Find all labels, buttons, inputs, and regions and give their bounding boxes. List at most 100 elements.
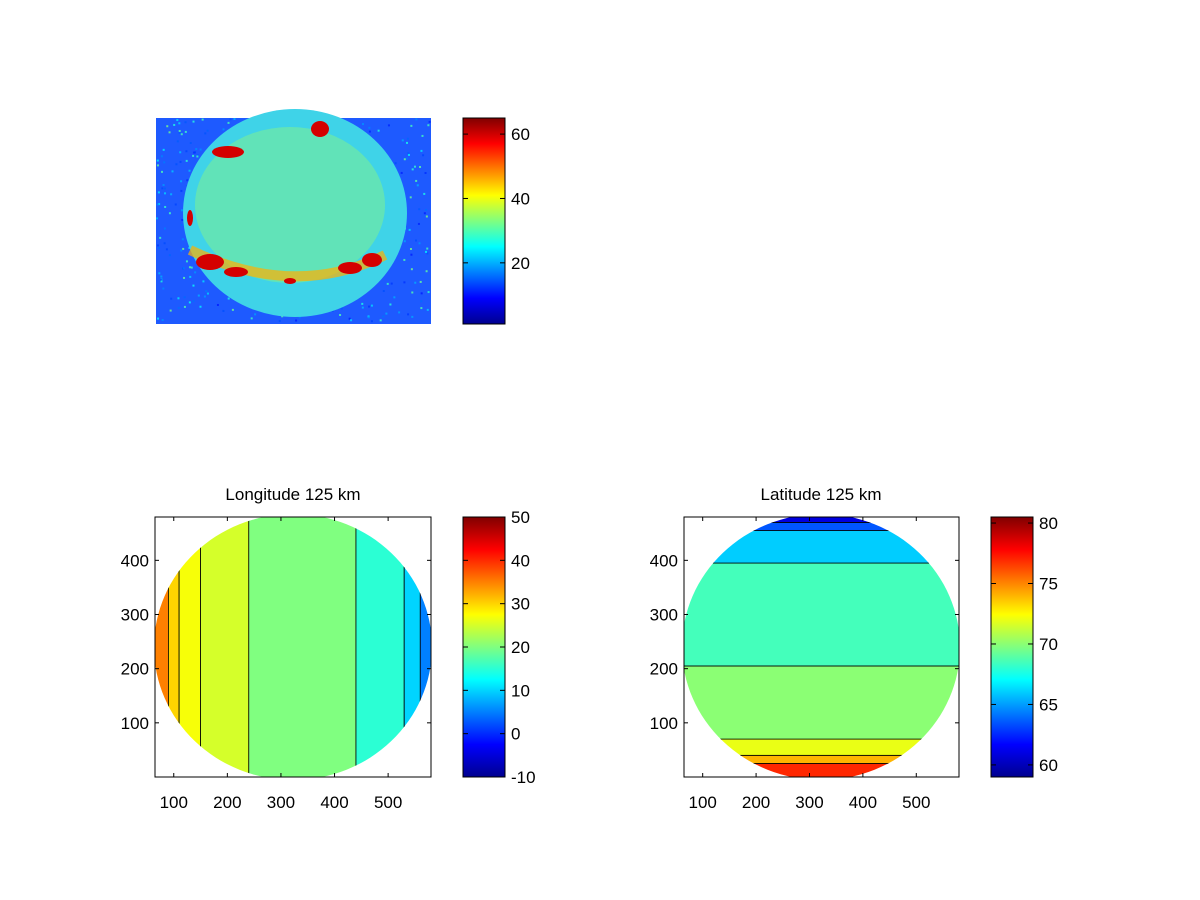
- x-tick-label: 500: [902, 793, 930, 812]
- noise-speck: [190, 266, 193, 269]
- noise-speck: [420, 307, 423, 310]
- noise-speck: [175, 163, 178, 166]
- noise-speck: [180, 224, 183, 227]
- noise-speck: [367, 316, 370, 319]
- noise-speck: [168, 131, 171, 134]
- noise-speck: [180, 209, 183, 212]
- noise-speck: [160, 275, 163, 278]
- noise-speck: [382, 315, 385, 318]
- hot-spot: [212, 146, 244, 158]
- hot-spot: [362, 253, 382, 267]
- colorbar-tick-label: -10: [511, 768, 536, 787]
- noise-speck: [156, 159, 159, 162]
- noise-speck: [160, 280, 163, 283]
- contour-band: [683, 665, 960, 740]
- y-tick-label: 100: [121, 714, 149, 733]
- noise-speck: [163, 161, 166, 164]
- noise-speck: [426, 247, 429, 250]
- contour-band: [683, 562, 960, 667]
- noise-speck: [417, 222, 420, 225]
- y-tick-label: 200: [121, 660, 149, 679]
- noise-speck: [163, 242, 166, 245]
- noise-speck: [156, 217, 159, 220]
- noise-speck: [174, 203, 177, 206]
- noise-speck: [278, 319, 281, 322]
- noise-speck: [192, 284, 195, 287]
- colorbar-tick-label: 20: [511, 638, 530, 657]
- noise-speck: [185, 159, 188, 162]
- colorbar-tick-label: 50: [511, 508, 530, 527]
- noise-speck: [222, 128, 225, 131]
- noise-speck: [410, 124, 413, 127]
- noise-speck: [180, 180, 183, 183]
- noise-speck: [233, 118, 236, 121]
- noise-speck: [405, 141, 408, 144]
- noise-speck: [180, 189, 183, 192]
- longitude-panel: 100 200 300 400 500 100 200 300 400: [121, 516, 432, 812]
- noise-speck: [177, 306, 180, 309]
- noise-speck: [418, 242, 421, 245]
- noise-speck: [189, 275, 192, 278]
- noise-speck: [169, 309, 172, 312]
- noise-speck: [390, 282, 393, 285]
- noise-speck: [407, 152, 410, 155]
- noise-speck: [420, 149, 423, 152]
- hot-spot: [338, 262, 362, 274]
- noise-speck: [157, 244, 160, 247]
- x-tick-label: 500: [374, 793, 402, 812]
- noise-speck: [370, 320, 373, 323]
- noise-speck: [407, 313, 410, 316]
- noise-speck: [192, 120, 195, 123]
- noise-speck: [199, 148, 202, 151]
- colorbar-tick-label: 0: [511, 725, 520, 744]
- colorbar-tick-label: 70: [1039, 635, 1058, 654]
- y-tick-label: 400: [650, 551, 678, 570]
- colorbar-tick-label: 80: [1039, 514, 1058, 533]
- noise-speck: [216, 303, 219, 306]
- noise-speck: [419, 165, 422, 168]
- noise-speck: [162, 148, 165, 151]
- noise-speck: [164, 192, 167, 195]
- noise-speck: [196, 154, 199, 157]
- noise-speck: [173, 123, 176, 126]
- noise-speck: [180, 249, 183, 252]
- noise-speck: [166, 125, 169, 128]
- colorbar-tick-label: 75: [1039, 575, 1058, 594]
- noise-speck: [231, 308, 234, 311]
- noise-speck: [229, 118, 232, 121]
- noise-speck: [428, 120, 431, 123]
- noise-speck: [227, 121, 230, 124]
- noise-speck: [165, 248, 168, 251]
- noise-speck: [178, 122, 181, 125]
- noise-speck: [298, 316, 301, 319]
- colorbar-1-tick-label: 20: [511, 254, 530, 273]
- noise-speck: [425, 208, 428, 211]
- contour-band: [200, 516, 250, 778]
- noise-speck: [192, 154, 195, 157]
- colorbar-1: 20 40 60: [462, 117, 530, 325]
- hot-spot: [311, 121, 329, 137]
- noise-speck: [295, 319, 298, 322]
- noise-speck: [206, 292, 209, 295]
- colorbar-1-gradient: [463, 118, 505, 324]
- longitude-contours: [154, 516, 432, 778]
- noise-speck: [385, 312, 388, 315]
- noise-speck: [181, 238, 184, 241]
- noise-speck: [182, 247, 185, 250]
- noise-speck: [250, 317, 253, 320]
- noise-speck: [194, 271, 197, 274]
- noise-speck: [194, 151, 197, 154]
- panel-2-axes-frame: [154, 516, 432, 778]
- noise-speck: [197, 294, 200, 297]
- y-tick-label: 300: [121, 606, 149, 625]
- noise-speck: [407, 153, 410, 156]
- noise-speck: [203, 295, 206, 298]
- noise-speck: [401, 139, 404, 142]
- latitude-panel: 100 200 300 400 500 100 200 300 400: [650, 516, 960, 812]
- noise-speck: [176, 119, 179, 122]
- noise-speck: [406, 157, 409, 160]
- noise-speck: [199, 305, 202, 308]
- noise-speck: [423, 212, 426, 215]
- noise-speck: [425, 250, 428, 253]
